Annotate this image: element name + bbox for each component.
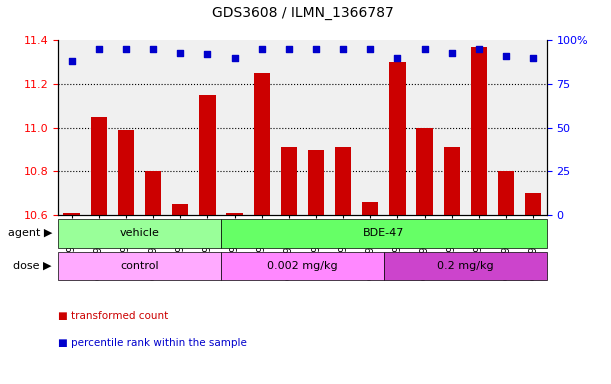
Bar xyxy=(90,117,107,215)
Point xyxy=(501,53,511,59)
Text: control: control xyxy=(120,261,159,271)
Bar xyxy=(118,130,134,215)
Text: 0.002 mg/kg: 0.002 mg/kg xyxy=(267,261,338,271)
Bar xyxy=(498,171,514,215)
Bar xyxy=(335,147,351,215)
Point xyxy=(529,55,538,61)
Bar xyxy=(389,62,406,215)
Point xyxy=(393,55,403,61)
Point xyxy=(148,46,158,52)
Bar xyxy=(471,47,487,215)
Text: GDS3608 / ILMN_1366787: GDS3608 / ILMN_1366787 xyxy=(211,7,393,20)
Bar xyxy=(417,127,433,215)
Bar xyxy=(199,95,216,215)
Point xyxy=(338,46,348,52)
Point xyxy=(311,46,321,52)
Text: vehicle: vehicle xyxy=(120,228,159,238)
Point xyxy=(67,58,76,65)
Point xyxy=(474,46,484,52)
Point xyxy=(230,55,240,61)
Text: ■ transformed count: ■ transformed count xyxy=(58,311,168,321)
Point xyxy=(175,50,185,56)
Bar xyxy=(254,73,270,215)
Point xyxy=(202,51,212,57)
Bar xyxy=(525,193,541,215)
Point xyxy=(420,46,430,52)
Bar xyxy=(64,213,80,215)
Text: 0.2 mg/kg: 0.2 mg/kg xyxy=(437,261,494,271)
Bar xyxy=(362,202,378,215)
Point xyxy=(94,46,104,52)
Point xyxy=(121,46,131,52)
Point xyxy=(284,46,294,52)
Bar xyxy=(280,147,297,215)
Text: ■ percentile rank within the sample: ■ percentile rank within the sample xyxy=(58,338,247,348)
Text: BDE-47: BDE-47 xyxy=(363,228,404,238)
Bar xyxy=(145,171,161,215)
Text: agent ▶: agent ▶ xyxy=(7,228,52,238)
Point xyxy=(257,46,266,52)
Bar xyxy=(172,204,188,215)
Text: dose ▶: dose ▶ xyxy=(13,261,52,271)
Point xyxy=(447,50,456,56)
Bar xyxy=(227,213,243,215)
Bar xyxy=(308,149,324,215)
Bar xyxy=(444,147,460,215)
Point xyxy=(365,46,375,52)
